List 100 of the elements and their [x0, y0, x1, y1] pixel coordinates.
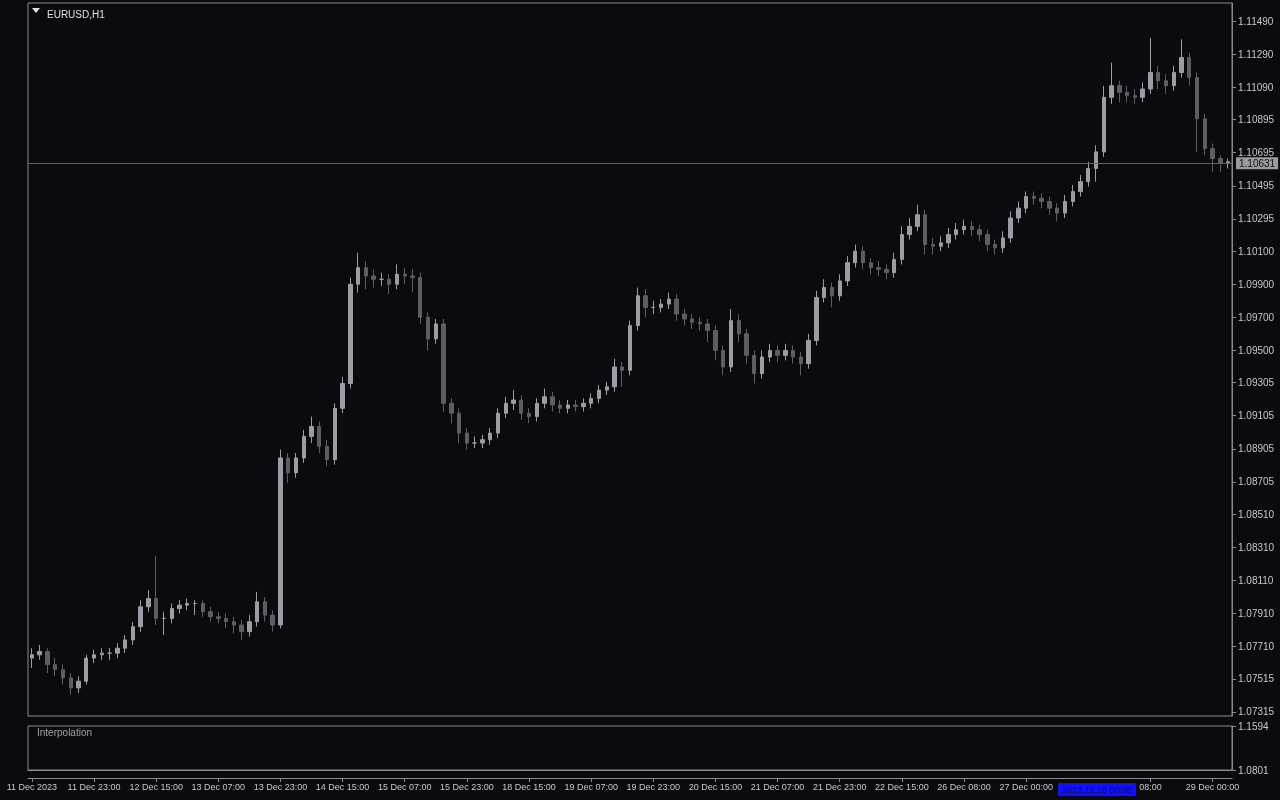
candlestick — [170, 603, 174, 624]
x-tick-label: 20 Dec 15:00 — [688, 781, 743, 792]
candlestick — [465, 427, 469, 451]
candlestick — [1039, 192, 1044, 209]
candlestick — [636, 287, 640, 332]
candlestick — [1016, 201, 1021, 224]
candlestick — [519, 394, 523, 421]
candlestick — [1156, 65, 1160, 90]
candlestick — [239, 619, 244, 641]
x-tick-label: 08:00 — [1139, 781, 1162, 792]
candlestick — [146, 589, 151, 613]
x-tick-label: 21 Dec 07:00 — [750, 781, 805, 792]
candlestick — [107, 647, 112, 661]
candlestick — [690, 313, 694, 330]
candlestick — [1179, 38, 1184, 78]
candlestick — [426, 311, 430, 351]
y-tick-label: 1.09305 — [1238, 377, 1275, 389]
candlestick — [970, 220, 974, 237]
candlestick — [504, 396, 508, 419]
y-tick-label: 1.1594 — [1238, 720, 1270, 732]
candlestick — [760, 349, 764, 380]
candlestick — [115, 642, 120, 659]
candlestick — [1140, 81, 1145, 103]
candlestick — [138, 599, 143, 633]
x-tick-label: 15 Dec 23:00 — [440, 781, 494, 792]
candlestick — [977, 224, 982, 242]
candlestick — [737, 313, 741, 343]
x-tick-label: 13 Dec 23:00 — [253, 781, 308, 792]
x-tick-label: 27 Dec 00:00 — [999, 781, 1053, 792]
candlestick — [61, 664, 65, 686]
y-tick-label: 1.07910 — [1238, 607, 1275, 619]
y-tick-label: 1.11290 — [1238, 48, 1274, 60]
candlestick — [628, 320, 632, 376]
y-tick-label: 1.08705 — [1238, 476, 1275, 488]
candlestick — [993, 239, 997, 255]
candlestick — [278, 449, 283, 629]
candlestick — [876, 260, 881, 277]
candlestick — [597, 384, 601, 404]
y-tick-label: 1.0801 — [1238, 764, 1270, 776]
candlestick — [814, 290, 819, 346]
candlestick — [946, 227, 951, 249]
candlestick — [589, 392, 593, 409]
candlestick — [907, 217, 912, 241]
candlestick — [1071, 184, 1075, 207]
candlestick — [643, 288, 648, 318]
candlestick — [216, 611, 221, 624]
x-tick-label: 12 Dec 15:00 — [129, 781, 183, 792]
chart-title: Interpolation — [37, 726, 93, 738]
candlestick — [791, 344, 795, 365]
candlestick — [193, 599, 197, 616]
candlestick — [441, 318, 446, 413]
y-tick-label: 1.09105 — [1238, 410, 1275, 422]
candlestick — [838, 273, 842, 302]
y-tick-label: 1.09700 — [1238, 311, 1275, 323]
candlestick — [869, 257, 873, 275]
candlestick — [69, 672, 73, 695]
candlestick — [403, 267, 407, 285]
candlestick — [76, 675, 81, 694]
candlestick — [511, 389, 516, 411]
candlestick — [177, 599, 182, 614]
candlestick — [713, 325, 718, 361]
candlestick — [527, 407, 531, 424]
candlestick — [333, 402, 337, 466]
candlestick — [84, 654, 88, 686]
candlestick — [30, 647, 34, 669]
candlestick — [744, 328, 749, 365]
candlestick — [37, 644, 42, 661]
candlestick — [830, 282, 834, 308]
candlestick — [550, 391, 555, 413]
candlestick — [224, 612, 228, 629]
candlestick — [1172, 65, 1176, 92]
candlestick — [309, 416, 314, 444]
candlestick — [410, 268, 415, 293]
candlestick — [123, 634, 127, 654]
y-tick-label: 1.11090 — [1238, 81, 1274, 93]
y-tick-label: 1.09900 — [1238, 278, 1275, 290]
candlestick — [131, 621, 135, 646]
candlestick — [286, 452, 290, 484]
candlestick — [651, 300, 655, 315]
candlestick — [806, 333, 811, 370]
candlestick — [45, 647, 50, 674]
candlestick — [884, 263, 889, 280]
candlestick — [100, 647, 104, 661]
candlestick — [418, 272, 422, 325]
candlestick — [605, 381, 609, 396]
candlestick — [1125, 85, 1129, 103]
candlestick — [1109, 62, 1114, 105]
candlestick — [472, 435, 477, 449]
y-tick-label: 1.08510 — [1238, 508, 1275, 520]
y-tick-label: 1.08905 — [1238, 443, 1275, 455]
x-tick-label: 19 Dec 23:00 — [626, 781, 681, 792]
candlestick — [255, 591, 259, 628]
candlestick — [1164, 73, 1168, 95]
y-tick-label: 1.10695 — [1238, 147, 1275, 159]
candlestick — [900, 225, 904, 265]
candlestick — [317, 421, 321, 454]
candlestick — [232, 616, 236, 634]
candlestick — [954, 222, 958, 241]
x-tick-label: 26 Dec 08:00 — [937, 781, 991, 792]
x-tick-label: 29 Dec 00:00 — [1185, 781, 1240, 792]
